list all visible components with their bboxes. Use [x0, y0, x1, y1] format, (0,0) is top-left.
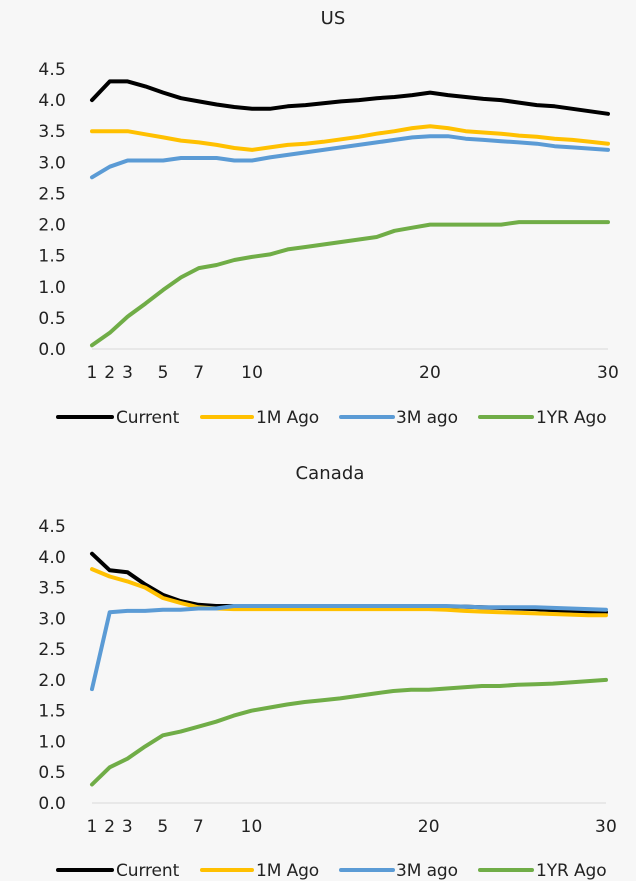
x-tick-label: 20 [419, 363, 441, 383]
x-tick-label: 7 [193, 817, 204, 837]
y-tick-label: 2.0 [38, 671, 66, 691]
series-line-1m-ago [90, 124, 610, 152]
x-tick-label: 30 [595, 817, 617, 837]
y-tick-label: 2.5 [38, 184, 66, 204]
x-tick-label: 10 [240, 817, 262, 837]
y-tick-label: 3.5 [38, 579, 66, 599]
y-tick-label: 2.5 [38, 640, 66, 660]
legend-item-3m-ago: 3M ago [339, 408, 458, 428]
x-tick-label: 3 [122, 817, 133, 837]
legend-item-3m-ago: 3M ago [339, 861, 458, 881]
y-tick-label: 3.0 [38, 153, 66, 173]
y-tick-label: 3.5 [38, 122, 66, 142]
legend-item-1m-ago: 1M Ago [200, 861, 319, 881]
legend-item-1yr-ago: 1YR Ago [478, 408, 607, 428]
y-tick-label: 4.5 [38, 517, 66, 537]
legend-item-1yr-ago: 1YR Ago [478, 861, 607, 881]
chart-title: Canada [295, 463, 364, 484]
chart-legend: Current 1M Ago 3M ago 1YR Ago [56, 861, 607, 881]
y-tick-label: 0.0 [38, 340, 66, 360]
y-tick-label: 4.0 [38, 548, 66, 568]
y-tick-label: 4.5 [38, 60, 66, 80]
series-line-current [90, 79, 610, 116]
x-tick-label: 2 [104, 363, 115, 383]
x-tick-label: 5 [158, 363, 169, 383]
y-tick-label: 3.0 [38, 609, 66, 629]
y-tick-label: 1.0 [38, 732, 66, 752]
legend-label: 3M ago [396, 861, 458, 881]
legend-item-current: Current [56, 408, 180, 428]
series-line-1m-ago [90, 567, 608, 618]
series-line-3m-ago [90, 134, 610, 180]
legend-label: 1YR Ago [536, 861, 607, 881]
y-tick-label: 1.5 [38, 702, 66, 722]
y-tick-label: 2.0 [38, 216, 66, 236]
chart-legend: Current 1M Ago 3M ago 1YR Ago [56, 408, 607, 428]
series-line-1yr-ago [90, 677, 608, 787]
legend-label: Current [116, 861, 180, 881]
legend-label: Current [116, 408, 180, 428]
legend-label: 3M ago [396, 408, 458, 428]
x-tick-label: 5 [157, 817, 168, 837]
x-tick-label: 10 [241, 363, 263, 383]
y-tick-label: 0.5 [38, 309, 66, 329]
chart-title: US [321, 8, 346, 29]
legend-label: 1M Ago [256, 408, 319, 428]
y-tick-label: 1.0 [38, 278, 66, 298]
legend-label: 1M Ago [256, 861, 319, 881]
chart-us: US 0.0 0.5 1.0 1.5 2.0 2.5 3.0 3.5 4.0 4.5 1 2 3 5 7 10 2… [38, 8, 619, 428]
legend-item-current: Current [56, 861, 180, 881]
y-tick-label: 4.0 [38, 91, 66, 111]
x-tick-label: 1 [86, 363, 97, 383]
x-tick-label: 7 [193, 363, 204, 383]
y-tick-label: 1.5 [38, 247, 66, 267]
x-tick-label: 3 [122, 363, 133, 383]
y-tick-label: 0.5 [38, 763, 66, 783]
x-tick-label: 20 [418, 817, 440, 837]
series-line-1yr-ago [90, 220, 610, 348]
series-line-3m-ago [90, 604, 608, 692]
x-tick-label: 30 [597, 363, 619, 383]
series-line-current [90, 551, 608, 615]
x-tick-label: 2 [104, 817, 115, 837]
legend-label: 1YR Ago [536, 408, 607, 428]
chart-canada: Canada 0.0 0.5 1.0 1.5 2.0 2.5 3.0 3.5 4.0 4.5 1 2 3 5… [38, 463, 617, 881]
legend-item-1m-ago: 1M Ago [200, 408, 319, 428]
x-tick-label: 1 [86, 817, 97, 837]
y-tick-label: 0.0 [38, 794, 66, 814]
